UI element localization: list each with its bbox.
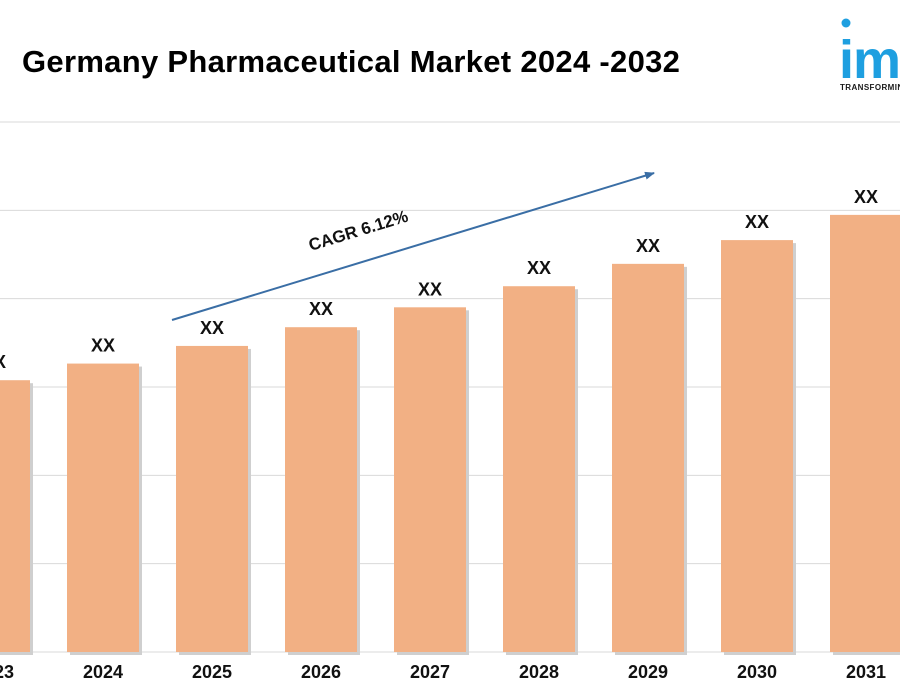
x-tick-label: 2024	[83, 662, 123, 682]
x-tick-label: 2029	[628, 662, 668, 682]
x-tick-label: 2026	[301, 662, 341, 682]
bar	[285, 327, 357, 652]
bars: XX 2023 XX 2024 XX 2025 XX 2026 XX 2027 XX 2028 XX 20…	[0, 187, 900, 682]
x-tick-label: 2023	[0, 662, 14, 682]
chart-title: Germany Pharmaceutical Market 2024 -2032	[22, 44, 681, 79]
logo-subtitle: TRANSFORMING IDEAS INTO IMPACT	[840, 83, 900, 92]
data-label: XX	[0, 352, 6, 372]
data-label: XX	[418, 279, 442, 299]
cagr-annotation: CAGR 6.12%	[171, 171, 655, 321]
bar	[503, 286, 575, 652]
cagr-arrow	[171, 171, 655, 321]
bar	[67, 363, 139, 652]
bar	[0, 380, 30, 652]
x-tick-label: 2030	[737, 662, 777, 682]
data-label: XX	[745, 212, 769, 232]
x-tick-label: 2031	[846, 662, 886, 682]
company-logo: imarc TRANSFORMING IDEAS INTO IMPACT	[836, 10, 900, 100]
data-label: XX	[854, 187, 878, 207]
logo-dot	[841, 18, 851, 28]
bar	[612, 263, 684, 652]
data-label: XX	[91, 336, 115, 356]
data-label: XX	[636, 236, 660, 256]
bar	[721, 240, 793, 652]
logo-mark-text: imarc	[839, 30, 900, 82]
bar	[394, 307, 466, 652]
logo-mark: imarc	[839, 18, 900, 82]
data-label: XX	[200, 318, 224, 338]
x-tick-label: 2027	[410, 662, 450, 682]
data-label: XX	[309, 299, 333, 319]
data-label: XX	[527, 258, 551, 278]
cagr-label: CAGR 6.12%	[306, 207, 410, 255]
bar	[830, 214, 900, 652]
bar	[176, 345, 248, 652]
x-tick-label: 2028	[519, 662, 559, 682]
x-tick-label: 2025	[192, 662, 232, 682]
